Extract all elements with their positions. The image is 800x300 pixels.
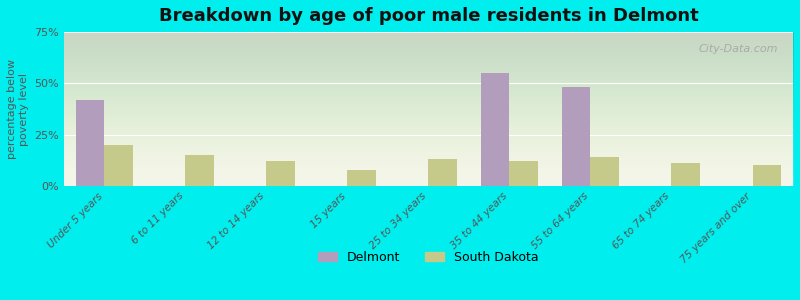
Bar xyxy=(266,161,294,186)
Bar xyxy=(562,88,590,186)
Bar xyxy=(510,161,538,186)
Bar xyxy=(428,159,457,186)
Title: Breakdown by age of poor male residents in Delmont: Breakdown by age of poor male residents … xyxy=(158,7,698,25)
Bar xyxy=(347,169,376,186)
Bar xyxy=(481,73,510,186)
Bar xyxy=(753,166,781,186)
Bar xyxy=(104,145,133,186)
Bar xyxy=(671,164,700,186)
Bar xyxy=(186,155,214,186)
Bar xyxy=(590,157,619,186)
Y-axis label: percentage below
poverty level: percentage below poverty level xyxy=(7,59,29,159)
Legend: Delmont, South Dakota: Delmont, South Dakota xyxy=(313,246,544,269)
Text: City-Data.com: City-Data.com xyxy=(699,44,778,54)
Bar xyxy=(76,100,104,186)
